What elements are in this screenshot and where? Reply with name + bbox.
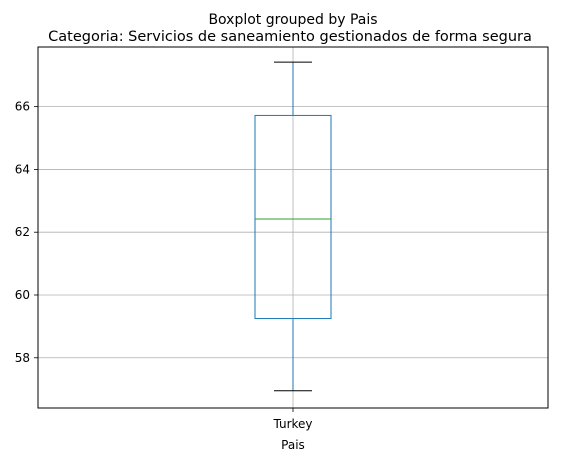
x-axis-label: Pais [281, 438, 305, 452]
iqr-box [254, 114, 332, 320]
y-tick-label: 64 [15, 162, 30, 176]
y-tick-label: 60 [15, 288, 30, 302]
x-tick-label: Turkey [272, 417, 312, 431]
chart-suptitle: Boxplot grouped by Pais [208, 12, 377, 28]
x-axis-ticks: Turkey [272, 408, 313, 431]
chart-title: Categoria: Servicios de saneamiento gest… [48, 29, 532, 45]
plot-area-frame [37, 46, 549, 409]
y-axis-ticks: 58 60 62 64 66 [15, 100, 38, 365]
box-elements [254, 61, 332, 392]
y-tick-label: 66 [15, 100, 30, 114]
y-tick-label: 58 [15, 351, 30, 365]
y-tick-label: 62 [15, 225, 30, 239]
